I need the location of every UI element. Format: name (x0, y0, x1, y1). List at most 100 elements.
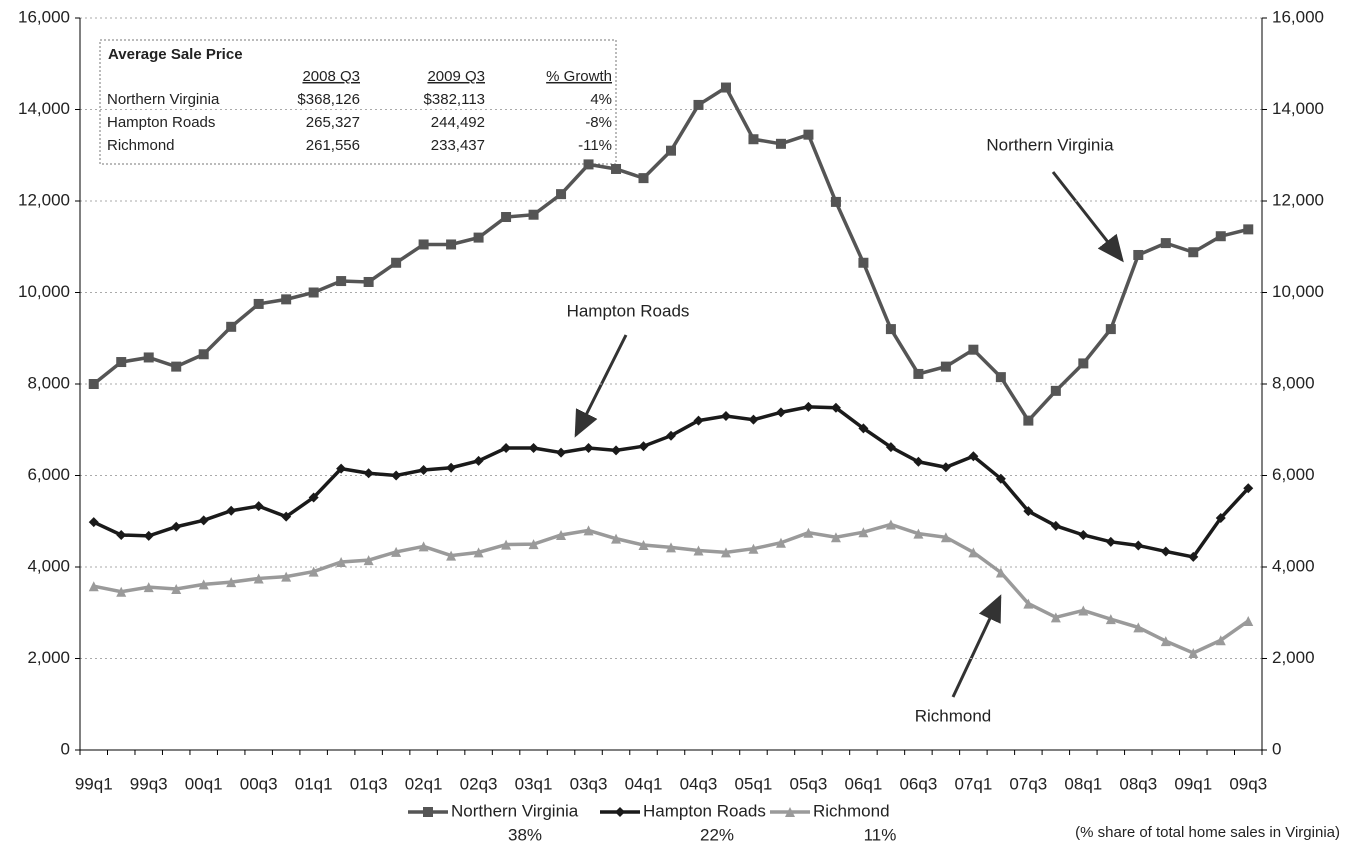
data-point (1160, 238, 1171, 249)
data-point (281, 294, 292, 305)
data-point (940, 462, 951, 473)
data-point (968, 344, 979, 355)
data-point (830, 532, 841, 543)
data-point (968, 547, 979, 558)
y2-tick-label: 2,000 (1272, 648, 1315, 667)
y2-tick-label: 4,000 (1272, 556, 1315, 575)
data-point (363, 555, 374, 566)
y-tick-label: 12,000 (18, 190, 70, 209)
data-point (226, 505, 237, 516)
data-point (638, 441, 649, 452)
annotation: Hampton Roads (567, 301, 690, 320)
data-point (88, 581, 99, 592)
data-point (446, 550, 457, 561)
data-point (446, 462, 457, 473)
legend-marker (785, 807, 795, 817)
data-point (1215, 231, 1226, 242)
data-point (363, 276, 374, 287)
data-point (336, 463, 347, 474)
data-point (1243, 615, 1254, 626)
data-point (693, 545, 704, 556)
data-point (528, 539, 539, 550)
data-point (528, 443, 539, 454)
y-tick-label: 4,000 (27, 556, 70, 575)
data-point (171, 583, 182, 594)
annotation: Richmond (915, 706, 992, 725)
data-point (171, 361, 182, 372)
data-point (913, 528, 924, 539)
table-header: 2008 Q3 (302, 68, 360, 85)
y-tick-label: 16,000 (18, 7, 70, 26)
data-point (253, 298, 264, 309)
data-point (858, 527, 869, 538)
data-point (88, 379, 99, 389)
data-point (775, 407, 786, 418)
data-point (556, 189, 567, 200)
x-tick-label: 03q1 (515, 774, 553, 793)
data-point (720, 547, 731, 558)
x-tick-label: 09q1 (1174, 774, 1212, 793)
x-tick-label: 08q1 (1064, 774, 1102, 793)
legend-marker (615, 807, 625, 817)
data-point (1105, 614, 1116, 625)
x-tick-label: 04q3 (680, 774, 718, 793)
data-point (968, 451, 979, 462)
data-point (583, 159, 594, 170)
inset-table-box (99, 39, 617, 165)
arrow (574, 334, 628, 438)
y2-tick-label: 14,000 (1272, 99, 1324, 118)
data-point (501, 212, 512, 223)
y2-tick-label: 16,000 (1272, 7, 1324, 26)
data-point (803, 527, 814, 538)
table-cell: $382,113 (424, 91, 485, 108)
data-point (226, 321, 237, 332)
data-point (748, 414, 759, 425)
data-point (198, 579, 209, 590)
legend-marker (423, 807, 433, 817)
data-point (391, 257, 402, 268)
legend-share: 38% (508, 825, 542, 844)
table-row-label: Northern Virginia (107, 91, 220, 108)
data-point (1078, 529, 1089, 540)
data-point (308, 287, 319, 298)
x-tick-label: 07q3 (1009, 774, 1047, 793)
data-point (913, 368, 924, 379)
arrow (1051, 171, 1124, 263)
y2-tick-label: 6,000 (1272, 465, 1315, 484)
data-point (693, 415, 704, 426)
data-point (226, 577, 237, 588)
data-point (1105, 324, 1116, 335)
data-point (885, 324, 896, 335)
data-point (253, 501, 264, 512)
x-tick-label: 09q3 (1229, 774, 1267, 793)
data-point (1188, 648, 1199, 659)
data-point (143, 530, 154, 541)
data-point (143, 352, 154, 363)
table-header: 2009 Q3 (427, 68, 485, 85)
x-tick-label: 07q1 (954, 774, 992, 793)
data-point (473, 455, 484, 466)
data-point (803, 401, 814, 412)
y2-tick-label: 10,000 (1272, 282, 1324, 301)
x-tick-label: 06q3 (899, 774, 937, 793)
data-point (583, 443, 594, 454)
data-point (1023, 415, 1034, 426)
data-point (1243, 483, 1254, 494)
data-point (1133, 622, 1144, 633)
data-point (1133, 249, 1144, 260)
data-point (556, 447, 567, 458)
x-tick-label: 05q1 (735, 774, 773, 793)
data-point (858, 423, 869, 434)
data-point (720, 411, 731, 422)
data-point (253, 573, 264, 584)
data-point (308, 492, 319, 503)
data-point (858, 257, 869, 268)
y-tick-label: 0 (61, 739, 70, 758)
data-point (638, 540, 649, 551)
data-point (501, 443, 512, 454)
data-point (1078, 358, 1089, 369)
table-cell: 265,327 (306, 114, 360, 131)
data-point (885, 442, 896, 453)
data-point (308, 566, 319, 577)
legend-label: Hampton Roads (643, 801, 766, 820)
